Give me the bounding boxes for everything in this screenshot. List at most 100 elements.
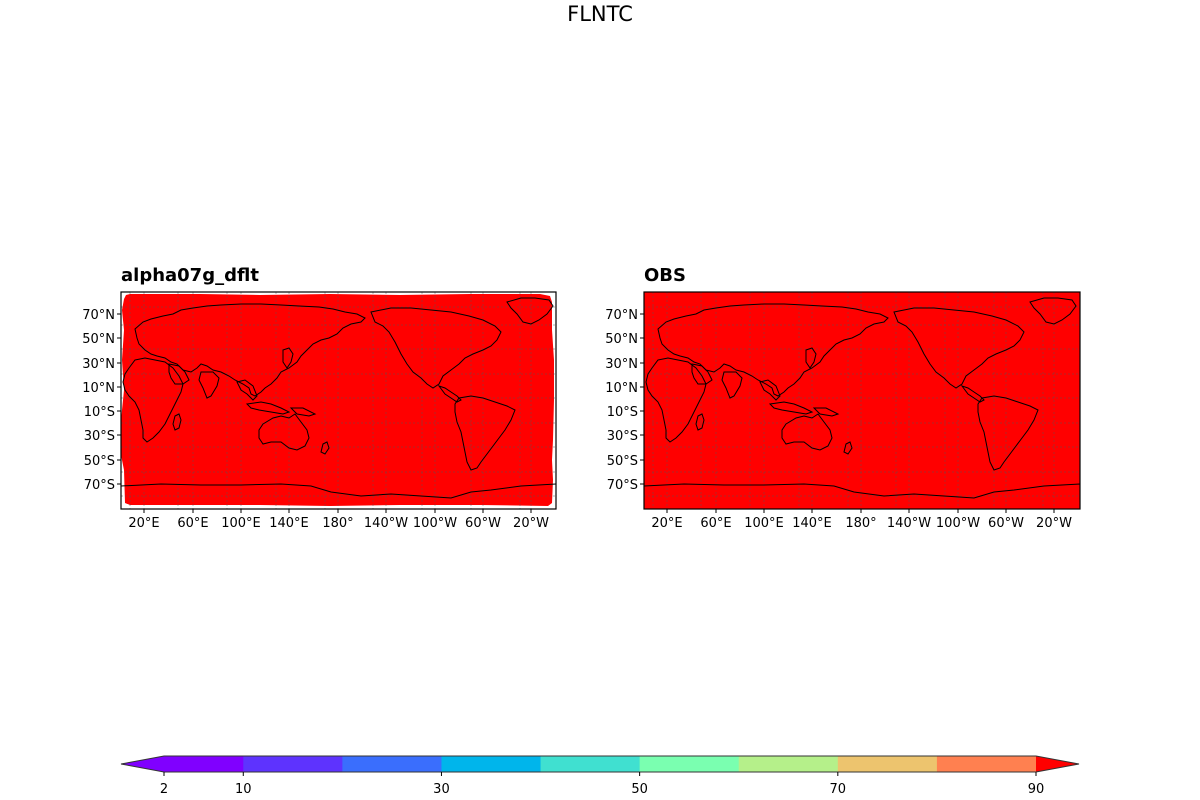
lat-tick-label: 10°S <box>84 405 115 420</box>
colorbar-segment <box>342 756 442 772</box>
lat-tick-label: 50°S <box>84 454 115 469</box>
coastlines <box>644 297 1080 509</box>
gridlines <box>121 292 556 509</box>
coastline <box>657 303 889 397</box>
coastline <box>977 395 1039 471</box>
colorbar-tick-label: 30 <box>433 782 450 797</box>
lat-tick-label: 10°N <box>605 381 638 396</box>
lon-tick-label: 60°E <box>177 516 208 531</box>
coastline <box>168 363 190 385</box>
colorbar-under-arrow <box>121 756 164 772</box>
coastline <box>236 379 258 401</box>
lon-tick-label: 100°W <box>413 516 457 531</box>
lat-tick-label: 50°N <box>605 332 638 347</box>
lon-tick-label: 60°W <box>988 516 1024 531</box>
map-panel-model: 70°N 50°N 30°N 10°N 10°S 30°S 50°S 70°S 20°E 60°E… <box>82 291 557 531</box>
colorbar-segment <box>243 756 343 772</box>
coastline <box>282 347 294 369</box>
lon-tick-label: 100°W <box>936 516 980 531</box>
lat-tick-label: 70°S <box>607 478 638 493</box>
coastline <box>198 371 220 399</box>
colorbar-segments <box>164 756 1037 772</box>
lon-tick-label: 20°W <box>1036 516 1072 531</box>
lat-tick-label: 10°S <box>607 405 638 420</box>
lon-tick-label: 20°W <box>513 516 549 531</box>
coastline <box>121 483 556 509</box>
lon-tick-label: 140°W <box>887 516 931 531</box>
coastline <box>1029 297 1077 325</box>
coastline <box>960 385 985 403</box>
lat-tick-label: 30°S <box>607 429 638 444</box>
coastline <box>768 401 814 415</box>
coastline <box>258 413 310 451</box>
colorbar-tick-label: 50 <box>631 782 648 797</box>
lat-tick-label: 50°S <box>607 454 638 469</box>
map-frame <box>643 291 1081 510</box>
lon-tick-label: 20°E <box>651 516 682 531</box>
coastline <box>245 401 291 415</box>
colorbar-segment <box>540 756 641 772</box>
lat-tick-label: 10°N <box>82 381 115 396</box>
lat-tick-label: 70°N <box>82 308 115 323</box>
lat-tick-label: 30°N <box>605 357 638 372</box>
coastline <box>805 347 817 369</box>
lon-tick-label: 100°E <box>744 516 784 531</box>
field-fill <box>644 292 1080 509</box>
coastline <box>721 371 743 399</box>
gridlines <box>644 292 1080 509</box>
map-panel-obs: 70°N 50°N 30°N 10°N 10°S 30°S 50°S 70°S 20°E 60°E… <box>605 291 1081 531</box>
colorbar-tick-label: 2 <box>160 782 168 797</box>
colorbar-tick-label: 70 <box>830 782 847 797</box>
coastline <box>289 407 317 417</box>
lon-tick-label: 180° <box>322 516 353 531</box>
colorbar-ticks: 2 10 30 50 70 90 <box>160 772 1044 797</box>
lat-tick-label: 50°N <box>82 332 115 347</box>
figure-title: FLNTC <box>567 2 633 26</box>
axis-ticks: 70°N 50°N 30°N 10°N 10°S 30°S 50°S 70°S 20°E 60°E… <box>605 308 1072 531</box>
lat-tick-label: 30°S <box>84 429 115 444</box>
coastlines <box>121 297 556 509</box>
coastline <box>843 441 853 455</box>
lon-tick-label: 140°W <box>364 516 408 531</box>
lon-tick-label: 100°E <box>221 516 261 531</box>
lon-tick-label: 140°E <box>269 516 309 531</box>
lon-tick-label: 60°W <box>465 516 501 531</box>
coastline <box>454 395 516 471</box>
coastline <box>691 363 713 385</box>
coastline <box>781 413 833 451</box>
coastline <box>759 379 781 401</box>
coastline <box>122 357 184 443</box>
colorbar: 2 10 30 50 70 90 <box>120 755 1080 797</box>
panel-title-model: alpha07g_dflt <box>121 265 259 286</box>
coastline <box>695 413 705 431</box>
colorbar-segment <box>837 756 938 772</box>
lat-tick-label: 70°N <box>605 308 638 323</box>
field-fill <box>121 294 554 506</box>
colorbar-segment <box>441 756 542 772</box>
colorbar-segment <box>639 756 740 772</box>
coastline <box>320 441 330 455</box>
colorbar-tick-label: 10 <box>235 782 252 797</box>
colorbar-segment <box>738 756 839 772</box>
coastline <box>644 483 1080 509</box>
coastline <box>172 413 182 431</box>
lat-tick-label: 30°N <box>82 357 115 372</box>
coastline <box>812 407 840 417</box>
colorbar-segment <box>164 756 244 772</box>
colorbar-over-arrow <box>1036 756 1079 772</box>
colorbar-tick-label: 90 <box>1028 782 1045 797</box>
coastline <box>506 297 554 325</box>
lon-tick-label: 140°E <box>792 516 832 531</box>
lon-tick-label: 20°E <box>128 516 159 531</box>
lat-tick-label: 70°S <box>84 478 115 493</box>
coastline <box>893 307 1025 389</box>
lon-tick-label: 60°E <box>700 516 731 531</box>
colorbar-segment <box>936 756 1037 772</box>
coastline <box>134 303 366 397</box>
axis-ticks: 70°N 50°N 30°N 10°N 10°S 30°S 50°S 70°S 20°E 60°E… <box>82 308 549 531</box>
lon-tick-label: 180° <box>845 516 876 531</box>
coastline <box>437 385 462 403</box>
panel-title-obs: OBS <box>644 265 686 286</box>
